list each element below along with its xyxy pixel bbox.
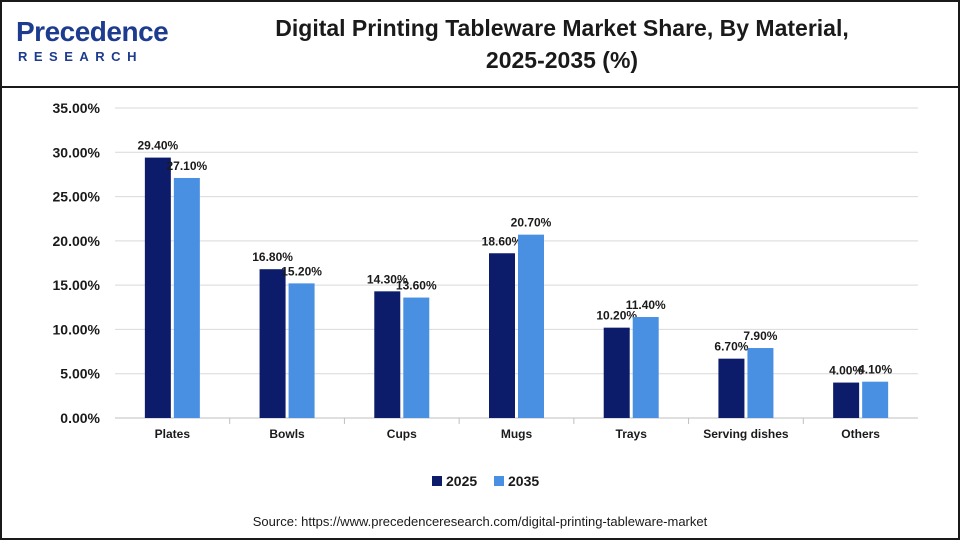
y-tick-label: 30.00%	[53, 144, 101, 160]
y-tick-label: 35.00%	[53, 100, 101, 116]
data-label: 7.90%	[743, 329, 777, 343]
y-tick-label: 10.00%	[53, 321, 101, 337]
brand-logo: Precedence RESEARCH	[16, 16, 176, 72]
bar-2025	[718, 358, 745, 418]
source-note: Source: https://www.precedenceresearch.c…	[252, 514, 708, 529]
legend-swatch-2025	[432, 476, 442, 486]
header: Precedence RESEARCH Digital Printing Tab…	[2, 2, 958, 86]
chart-title: Digital Printing Tableware Market Share,…	[232, 12, 892, 76]
data-label: 10.20%	[596, 309, 637, 323]
brand-name: Precedence	[16, 16, 169, 47]
bar-2025	[833, 382, 860, 418]
data-label: 18.60%	[482, 234, 523, 248]
data-label: 14.30%	[367, 272, 408, 286]
data-label: 11.40%	[626, 298, 666, 312]
chart-title-line-1: Digital Printing Tableware Market Share,…	[275, 15, 849, 41]
data-label: 16.80%	[252, 250, 293, 264]
data-label: 15.20%	[281, 264, 322, 278]
x-tick-label: Cups	[387, 427, 417, 441]
x-tick-label: Plates	[155, 427, 191, 441]
bar-2035	[173, 177, 200, 418]
bar-2025	[603, 327, 630, 418]
bar-2035	[747, 348, 774, 418]
y-tick-label: 20.00%	[53, 233, 101, 249]
bar-chart: 0.00% 5.00% 10.00% 15.00% 20.00% 25.00% 30.00%…	[53, 100, 918, 489]
bar-2035	[632, 317, 659, 418]
chart-title-line-2: 2025-2035 (%)	[485, 47, 639, 73]
y-tick-label: 15.00%	[53, 277, 101, 293]
brand-subtitle: RESEARCH	[18, 49, 143, 64]
y-tick-label: 0.00%	[60, 410, 100, 426]
x-tick-label: Mugs	[501, 427, 533, 441]
legend-label: 2035	[508, 473, 539, 489]
x-tick-label: Others	[841, 427, 880, 441]
data-label: 4.10%	[858, 363, 892, 377]
bar-2035	[518, 234, 544, 418]
header-divider	[2, 86, 958, 88]
bar-2025	[259, 269, 286, 418]
data-label: 29.40%	[138, 139, 179, 153]
data-label: 6.70%	[714, 340, 748, 354]
bar-2035	[862, 381, 889, 418]
bar-2035	[288, 283, 315, 418]
x-tick-label: Trays	[616, 427, 648, 441]
bar-2025	[489, 253, 515, 418]
bar-2035	[403, 297, 430, 418]
bar-2025	[374, 291, 401, 418]
data-label: 27.10%	[167, 159, 208, 173]
x-tick-label: Bowls	[269, 427, 305, 441]
data-label: 13.60%	[396, 279, 437, 293]
legend-swatch-2035	[494, 476, 504, 486]
bar-2025	[144, 157, 171, 418]
legend-label: 2025	[446, 473, 477, 489]
y-tick-label: 25.00%	[53, 189, 101, 205]
x-tick-label: Serving dishes	[703, 427, 789, 441]
data-label: 4.00%	[829, 364, 863, 378]
data-label: 20.70%	[511, 216, 552, 230]
y-tick-label: 5.00%	[60, 366, 100, 382]
